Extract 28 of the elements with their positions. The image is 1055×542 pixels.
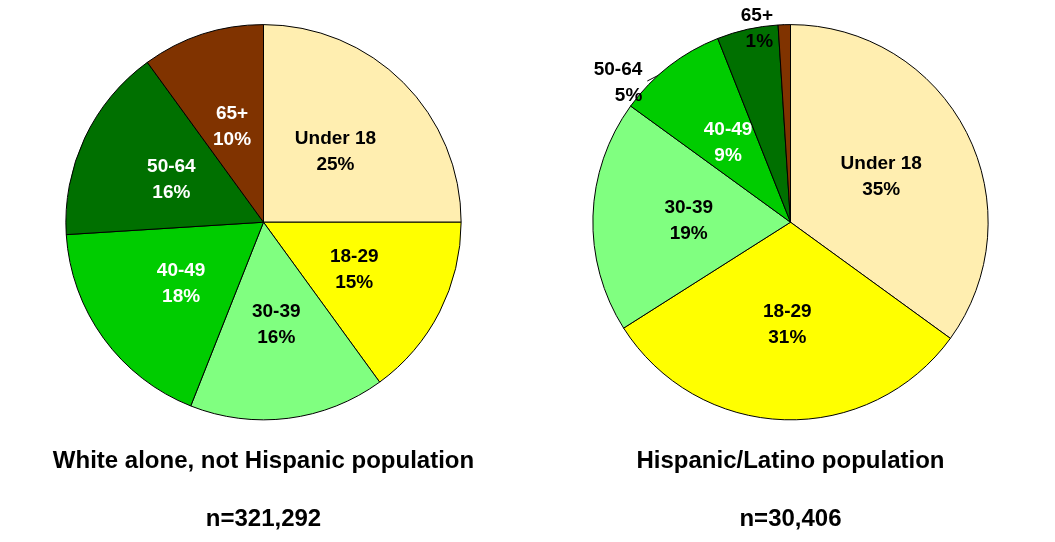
- slice-label: 40-49: [156, 258, 206, 280]
- text: n=30,406: [739, 503, 842, 531]
- slice-label: Under 18: [294, 126, 377, 148]
- data-label: 18%: [162, 284, 201, 306]
- text: Hispanic/Latino population: [636, 445, 945, 473]
- data-label: 16%: [257, 325, 296, 347]
- text: n=321,292: [205, 503, 322, 531]
- data-label: 1%: [745, 29, 774, 51]
- slice-label: 18-29: [763, 300, 812, 322]
- data-label: 35%: [862, 178, 901, 200]
- slice-label: 40-49: [703, 118, 753, 140]
- data-label: 9%: [714, 144, 742, 166]
- slice-label: 18-29: [329, 244, 379, 266]
- slice-label: 65+: [215, 101, 249, 123]
- slice-label: 30-39: [664, 195, 714, 217]
- slice-label: 30-39: [251, 299, 301, 321]
- data-label: 5%: [614, 83, 643, 105]
- slice-label: 50-64: [593, 57, 643, 79]
- data-label: 19%: [669, 221, 708, 243]
- data-label: 31%: [768, 326, 807, 348]
- data-label: 25%: [316, 152, 355, 174]
- data-label: 10%: [213, 127, 252, 149]
- slice-label: 65+: [740, 3, 774, 25]
- text: White alone, not Hispanic population: [52, 445, 475, 473]
- slice-label: 50-64: [147, 155, 197, 177]
- slice-label: Under 18: [840, 152, 922, 174]
- data-label: 16%: [152, 181, 191, 203]
- data-label: 15%: [335, 270, 374, 292]
